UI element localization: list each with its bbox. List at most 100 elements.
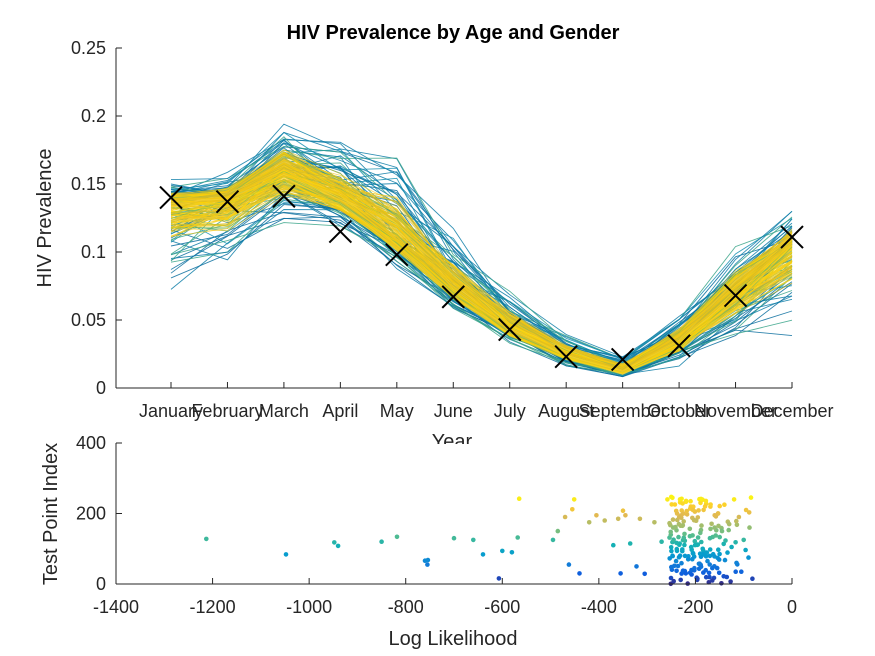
- scatter-point: [710, 565, 715, 571]
- scatter-point: [678, 577, 683, 583]
- scatter-point: [659, 539, 664, 544]
- likelihood-chart: 0 200 400 -1400 -1200 -1000 -800 -600 -400 -200 0 …: [40, 433, 797, 650]
- scatter-point: [726, 521, 732, 527]
- scatter-point: [707, 547, 713, 552]
- x-tick-label: February: [191, 401, 263, 421]
- scatter-point: [706, 570, 712, 576]
- scatter-point: [690, 551, 696, 556]
- observed-marker: [215, 189, 240, 214]
- scatter-point: [642, 571, 647, 577]
- y-tick-label: 0.05: [71, 310, 106, 330]
- x-tick-label: May: [380, 401, 414, 421]
- scatter-point: [620, 508, 626, 513]
- scatter-point: [627, 541, 633, 546]
- y-axis-label-bottom: Test Point Index: [40, 443, 62, 585]
- y-tick-label: 0.15: [71, 174, 106, 194]
- scatter-point: [734, 518, 739, 524]
- scatter-point: [750, 576, 755, 581]
- scatter-point: [682, 531, 687, 537]
- scatter-point: [698, 496, 704, 502]
- scatter-point: [688, 544, 694, 550]
- scatter-point: [670, 495, 675, 501]
- scatter-point: [698, 564, 704, 569]
- scatter-point: [496, 576, 502, 581]
- observed-marker: [385, 243, 409, 267]
- scatter-point: [515, 535, 520, 540]
- scatter-point: [703, 574, 709, 580]
- scatter-point: [204, 536, 209, 542]
- scatter-point: [682, 553, 688, 559]
- observed-marker: [498, 317, 522, 342]
- y-tick-label: 0.1: [81, 242, 106, 262]
- scatter-point: [673, 524, 678, 530]
- scatter-point: [710, 578, 715, 583]
- scatter-point: [699, 539, 704, 545]
- observed-marker: [723, 283, 748, 308]
- scatter-point: [680, 501, 685, 506]
- trajectory-line: [170, 152, 793, 367]
- scatter-point: [733, 569, 738, 574]
- x-tick-label-bottom: -1400: [93, 597, 139, 617]
- scatter-point: [734, 560, 739, 566]
- scatter-point: [743, 547, 748, 553]
- scatter-point: [697, 551, 703, 556]
- scatter-point: [283, 552, 289, 557]
- scatter-point: [690, 507, 696, 513]
- scatter-point: [707, 535, 713, 541]
- scatter-point: [669, 502, 674, 507]
- scatter-point: [699, 523, 704, 528]
- scatter-point: [680, 547, 685, 552]
- scatter-point: [637, 516, 643, 522]
- scatter-point: [611, 542, 616, 548]
- scatter-point: [700, 546, 705, 552]
- scatter-point: [669, 548, 674, 554]
- x-axis-label: Year: [432, 431, 473, 453]
- scatter-point: [692, 565, 697, 571]
- scatter-point: [698, 530, 703, 536]
- scatter-point: [716, 557, 722, 562]
- scatter-point: [707, 553, 713, 559]
- trajectory-line: [170, 176, 793, 374]
- scatter-point: [670, 517, 676, 522]
- observed-marker: [554, 345, 578, 369]
- scatter-point: [741, 537, 746, 543]
- y-tick-label-bottom: 400: [76, 433, 106, 453]
- scatter-point: [746, 555, 751, 560]
- x-tick-label-bottom: 0: [787, 597, 797, 617]
- chart-title: HIV Prevalence by Age and Gender: [287, 22, 620, 44]
- observed-markers: [159, 184, 804, 372]
- x-tick-label-bottom: -1000: [286, 597, 332, 617]
- x-tick-label-bottom: -200: [677, 597, 713, 617]
- scatter-point: [674, 511, 680, 516]
- scatter-point: [675, 563, 681, 569]
- x-axis-label-bottom: Log Likelihood: [389, 628, 518, 650]
- scatter-point: [723, 538, 728, 543]
- x-tick-label: October: [647, 401, 711, 421]
- x-tick-label: December: [750, 401, 833, 421]
- scatter-point: [706, 580, 712, 585]
- scatter-point: [684, 508, 689, 514]
- scatter-point: [586, 520, 592, 525]
- scatter-point: [379, 539, 384, 544]
- trajectory-line: [170, 172, 793, 369]
- y-tick-label: 0.2: [81, 106, 106, 126]
- scatter-point: [709, 521, 714, 527]
- scatter-point: [674, 568, 679, 574]
- scatter-point: [509, 550, 515, 555]
- scatter-point: [698, 500, 703, 506]
- scatter-point: [695, 542, 701, 547]
- observed-marker: [159, 185, 183, 210]
- scatter-point: [719, 528, 725, 534]
- trajectory-line: [170, 162, 793, 367]
- trajectory-line: [170, 209, 793, 376]
- scatter-point: [705, 558, 710, 564]
- scatter-point: [680, 523, 686, 528]
- scatter-point: [703, 498, 709, 504]
- scatter-point: [684, 512, 690, 517]
- scatter-point: [717, 534, 722, 540]
- scatter-point: [729, 544, 734, 550]
- trajectory-line: [170, 163, 793, 371]
- scatter-point: [685, 557, 691, 562]
- scatter-points: [204, 495, 755, 584]
